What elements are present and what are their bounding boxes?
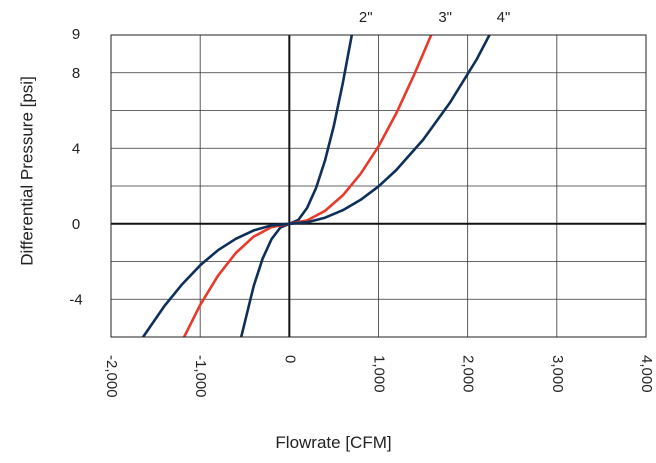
y-tick-label: 0 — [72, 216, 80, 233]
zero-axes — [111, 35, 646, 337]
x-tick-label: -2,000 — [103, 355, 120, 398]
y-tick-labels: -4 0 4 8 9 — [69, 26, 82, 308]
curve-labels: 2" 3" 4" — [359, 9, 510, 26]
x-tick-label: 1,000 — [371, 355, 388, 393]
series-label-3: 4" — [497, 9, 511, 26]
y-tick-label: 4 — [72, 140, 80, 157]
y-axis-label: Differential Pressure [psi] — [17, 76, 36, 266]
y-tick-label: -4 — [69, 291, 82, 308]
x-tick-label: 4,000 — [638, 355, 655, 393]
x-tick-label: 3,000 — [549, 355, 566, 393]
series-label-2: 3" — [438, 9, 452, 26]
x-tick-label: 2,000 — [460, 355, 477, 393]
x-tick-label: -1,000 — [192, 355, 209, 398]
x-axis-label: Flowrate [CFM] — [275, 433, 391, 452]
series-line-1 — [239, 35, 354, 337]
plot-frame — [110, 34, 647, 338]
y-tick-label: 9 — [72, 26, 80, 43]
series-line-2 — [182, 35, 433, 337]
series-label-1: 2" — [359, 9, 373, 26]
curves — [141, 35, 491, 337]
x-tick-label: 0 — [281, 355, 298, 363]
series-line-3 — [141, 35, 491, 337]
x-tick-labels: -2,000 -1,000 0 1,000 2,000 3,000 4,000 — [103, 355, 655, 398]
y-tick-label: 8 — [72, 65, 80, 82]
